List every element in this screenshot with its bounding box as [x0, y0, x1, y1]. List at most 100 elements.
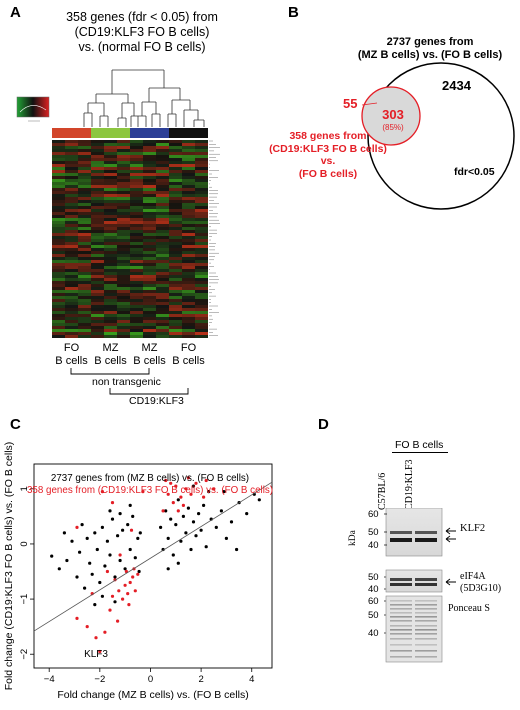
scatter-point-black — [123, 567, 127, 571]
heatmap-cell — [117, 251, 131, 255]
heatmap-cell — [143, 143, 157, 147]
heatmap-cell — [117, 329, 131, 333]
heatmap-cell — [195, 173, 208, 177]
heatmap-cell — [52, 155, 66, 159]
heatmap-cell — [169, 146, 183, 150]
heatmap-cell — [169, 182, 183, 186]
heatmap-cell — [65, 167, 79, 171]
heatmap-cell — [104, 158, 118, 162]
heatmap-cell — [195, 140, 208, 144]
heatmap-cell — [117, 308, 131, 312]
heatmap-cell — [52, 323, 66, 327]
heatmap-cell — [65, 287, 79, 291]
heatmap-cell — [195, 290, 208, 294]
heatmap-cell — [130, 185, 144, 189]
heatmap-cell — [195, 263, 208, 267]
heatmap-cell — [143, 254, 157, 258]
heatmap-cell — [182, 323, 196, 327]
heatmap-cell — [78, 254, 92, 258]
heatmap-cell — [182, 215, 196, 219]
heatmap-cell — [91, 248, 105, 252]
heatmap-cell — [182, 305, 196, 309]
heatmap-cell — [117, 260, 131, 264]
heatmap-cell — [104, 182, 118, 186]
heatmap-cell — [156, 158, 170, 162]
heatmap-cell — [52, 251, 66, 255]
column-label-line1: MZ — [141, 342, 158, 354]
heatmap-cell — [78, 143, 92, 147]
heatmap-cell — [130, 164, 144, 168]
heatmap-cell — [195, 182, 208, 186]
heatmap-cell — [65, 212, 79, 216]
y-tick-label: −2 — [19, 649, 30, 660]
heatmap-cell — [143, 176, 157, 180]
band-label-eif4a: eIF4A (5D3G10) — [460, 571, 501, 595]
heatmap-cell — [104, 239, 118, 243]
heatmap-cell — [195, 176, 208, 180]
panel-a-title-line: 358 genes (fdr < 0.05) from — [66, 10, 218, 24]
mw-marker: 40 — [368, 584, 379, 595]
heatmap-cell — [91, 170, 105, 174]
heatmap-cell — [52, 173, 66, 177]
panel-b-label: B — [288, 4, 299, 21]
heatmap-cell — [169, 311, 183, 315]
heatmap-cell — [156, 227, 170, 231]
heatmap-cell — [169, 254, 183, 258]
heatmap-cell — [117, 326, 131, 330]
heatmap-cell — [78, 311, 92, 315]
scatter-point-red — [161, 509, 165, 513]
heatmap-cell — [156, 179, 170, 183]
heatmap-cell — [78, 158, 92, 162]
heatmap-cell — [78, 329, 92, 333]
heatmap-cell — [104, 185, 118, 189]
scatter-point-red — [100, 490, 104, 494]
scatter-point-black — [197, 512, 201, 516]
heatmap-cell — [117, 278, 131, 282]
heatmap-cell — [130, 143, 144, 147]
heatmap-cell — [143, 200, 157, 204]
heatmap-cell — [156, 275, 170, 279]
heatmap-cell — [65, 203, 79, 207]
scatter-point-red — [164, 478, 168, 483]
scatter-point-black — [108, 553, 112, 557]
heatmap-cell — [91, 203, 105, 207]
heatmap-cell — [130, 320, 144, 324]
scatter-point-red — [108, 608, 112, 612]
heatmap-cell — [65, 245, 79, 249]
heatmap-cell — [182, 275, 196, 279]
heatmap-cell — [130, 266, 144, 270]
group-brackets — [70, 368, 189, 395]
heatmap-cell — [104, 179, 118, 183]
scatter-point-black — [70, 539, 74, 543]
heatmap-cell — [91, 230, 105, 234]
heatmap-cell — [104, 299, 118, 303]
heatmap-cell — [182, 182, 196, 186]
scatter-point-black — [176, 498, 180, 502]
heatmap-cell — [52, 290, 66, 294]
heatmap-cell — [52, 191, 66, 195]
scatter-point-red — [118, 553, 122, 557]
heatmap-cell — [143, 251, 157, 255]
heatmap-cell — [130, 197, 144, 201]
heatmap-cell — [78, 239, 92, 243]
scatter-point-black — [191, 484, 196, 488]
scatter-point-black — [245, 512, 249, 516]
heatmap-cell — [156, 257, 170, 261]
heatmap-cell — [65, 275, 79, 279]
panel-a-title-line: vs. (normal FO B cells) — [78, 40, 206, 54]
heatmap-cell — [117, 218, 131, 222]
heatmap-cell — [104, 335, 118, 338]
heatmap-cell — [65, 251, 79, 255]
blot-eif4a-membrane — [385, 569, 443, 593]
heatmap-cell — [143, 224, 157, 228]
heatmap-cell — [130, 155, 144, 159]
scatter-point-red — [117, 589, 121, 593]
heatmap-cell — [78, 185, 92, 189]
bracket-label-nontransgenic: non transgenic — [92, 376, 161, 388]
heatmap-cell — [195, 203, 208, 207]
venn-big-label-line: 2737 genes from — [386, 36, 474, 48]
scatter-point-red — [133, 589, 137, 593]
heatmap-cell — [182, 173, 196, 177]
y-axis-label: Fold change (CD19:KLF3 FO B cells) vs. (… — [3, 442, 15, 691]
heatmap-cell — [117, 176, 131, 180]
